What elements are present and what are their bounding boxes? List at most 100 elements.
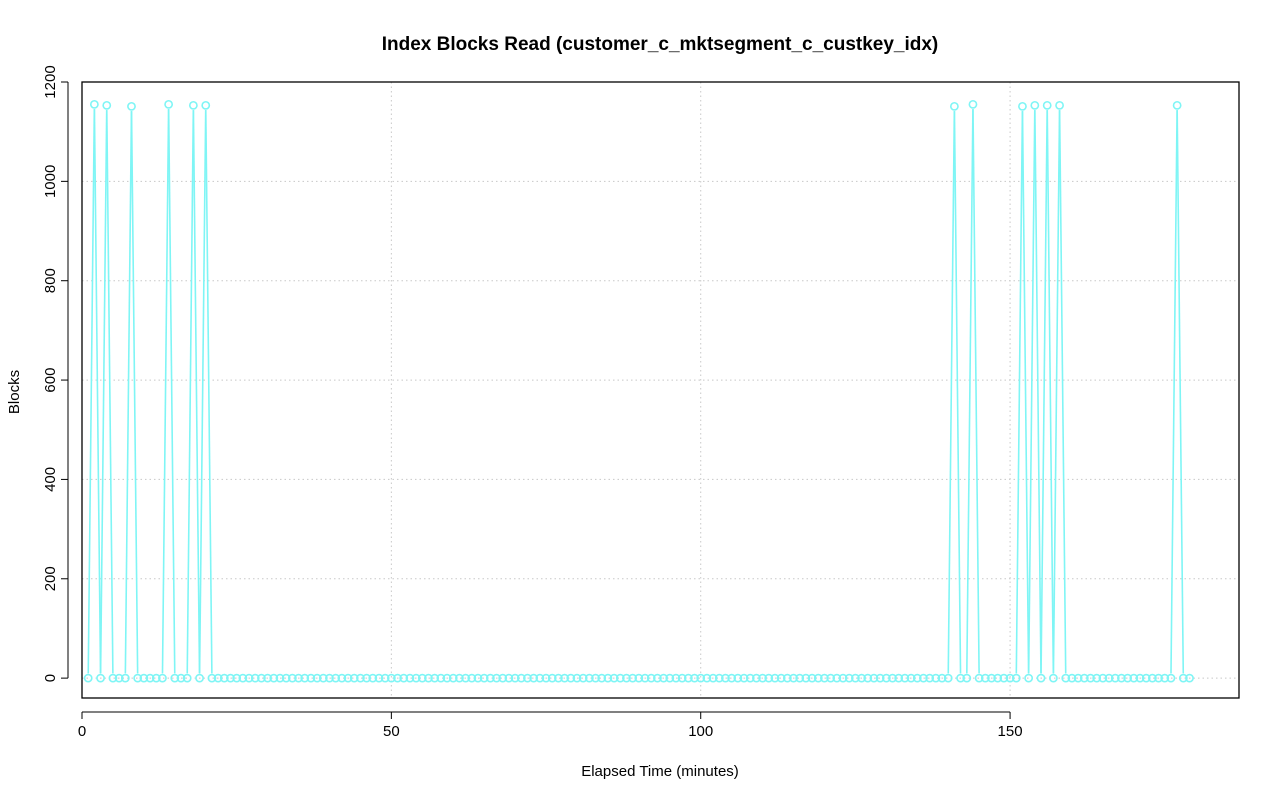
series-segment	[198, 110, 207, 674]
data-point	[1092, 673, 1102, 683]
data-point	[1018, 101, 1027, 111]
data-point	[1160, 673, 1170, 683]
data-point	[485, 673, 495, 683]
data-point	[962, 673, 972, 683]
data-point	[158, 673, 167, 683]
data-point	[931, 673, 941, 683]
data-point	[164, 99, 174, 109]
data-point	[1042, 100, 1052, 110]
series-segment	[99, 110, 108, 674]
data-point	[776, 673, 786, 683]
data-point	[1147, 673, 1157, 683]
data-point	[547, 673, 557, 683]
series-segment	[1021, 111, 1030, 674]
data-point	[504, 673, 514, 683]
series-segment	[130, 111, 139, 674]
data-point	[919, 673, 928, 683]
series-segment	[192, 110, 201, 674]
data-point	[634, 673, 644, 683]
series-segment	[947, 111, 956, 674]
data-point	[863, 673, 873, 683]
data-point	[275, 673, 285, 683]
data-point	[1030, 100, 1040, 110]
data-point	[968, 99, 978, 109]
data-point	[653, 673, 662, 683]
data-point	[411, 673, 421, 683]
data-point	[380, 673, 390, 683]
data-point	[832, 673, 842, 683]
data-point	[622, 673, 631, 683]
data-point	[764, 673, 774, 683]
data-point	[628, 673, 638, 683]
data-point	[1123, 673, 1133, 683]
series-segment	[204, 110, 213, 674]
data-point	[479, 673, 489, 683]
data-point	[226, 673, 235, 683]
data-point	[510, 673, 520, 683]
data-point	[1061, 673, 1071, 683]
data-point	[1185, 673, 1194, 683]
data-point	[690, 673, 699, 683]
y-tick-label: 800	[42, 268, 59, 293]
series-segment	[161, 109, 170, 674]
x-tick-label: 50	[383, 723, 400, 740]
data-point	[999, 673, 1009, 683]
data-point	[597, 673, 607, 683]
data-point	[696, 673, 706, 683]
data-point	[912, 673, 922, 683]
data-point	[714, 673, 724, 683]
data-point	[244, 673, 254, 683]
data-point	[417, 673, 427, 683]
x-tick-label: 0	[78, 723, 86, 740]
data-point	[727, 673, 737, 683]
series-segment	[87, 109, 96, 674]
data-point	[894, 673, 904, 683]
data-point	[993, 673, 1003, 683]
data-point	[455, 673, 464, 683]
series-segment	[186, 110, 195, 674]
data-point	[1036, 673, 1046, 683]
y-tick-label: 600	[42, 368, 59, 393]
x-tick-label: 150	[998, 723, 1023, 740]
data-point	[733, 673, 743, 683]
series-segment	[1034, 110, 1042, 674]
y-tick-label: 200	[42, 566, 59, 591]
data-point	[257, 673, 266, 683]
data-point	[151, 673, 161, 683]
data-point	[702, 673, 712, 683]
data-point	[294, 673, 303, 683]
data-point	[232, 673, 242, 683]
y-tick-label: 1200	[42, 65, 59, 98]
data-point	[312, 673, 322, 683]
data-point	[1129, 673, 1139, 683]
data-point	[980, 673, 990, 683]
data-point	[807, 673, 817, 683]
y-tick-label: 0	[42, 674, 59, 682]
data-point	[1086, 673, 1095, 683]
data-point	[448, 673, 458, 683]
data-point	[300, 673, 310, 683]
data-point	[795, 673, 805, 683]
series-segment	[1027, 110, 1036, 674]
data-point	[758, 673, 767, 683]
series-segment	[124, 111, 133, 674]
data-point	[925, 673, 935, 683]
data-point	[881, 673, 891, 683]
data-point	[306, 673, 316, 683]
data-point	[1011, 673, 1021, 683]
data-point	[956, 673, 965, 683]
data-point	[182, 673, 192, 683]
data-point	[1055, 100, 1064, 110]
data-point	[96, 673, 105, 683]
data-point	[405, 673, 415, 683]
data-point	[325, 673, 334, 683]
data-point	[176, 673, 186, 683]
data-point	[195, 673, 204, 683]
data-point	[349, 673, 359, 683]
data-point	[1073, 673, 1083, 683]
series-segment	[953, 111, 962, 674]
data-point	[436, 673, 446, 683]
data-point	[535, 673, 545, 683]
data-point	[207, 673, 217, 683]
data-point	[857, 673, 866, 683]
